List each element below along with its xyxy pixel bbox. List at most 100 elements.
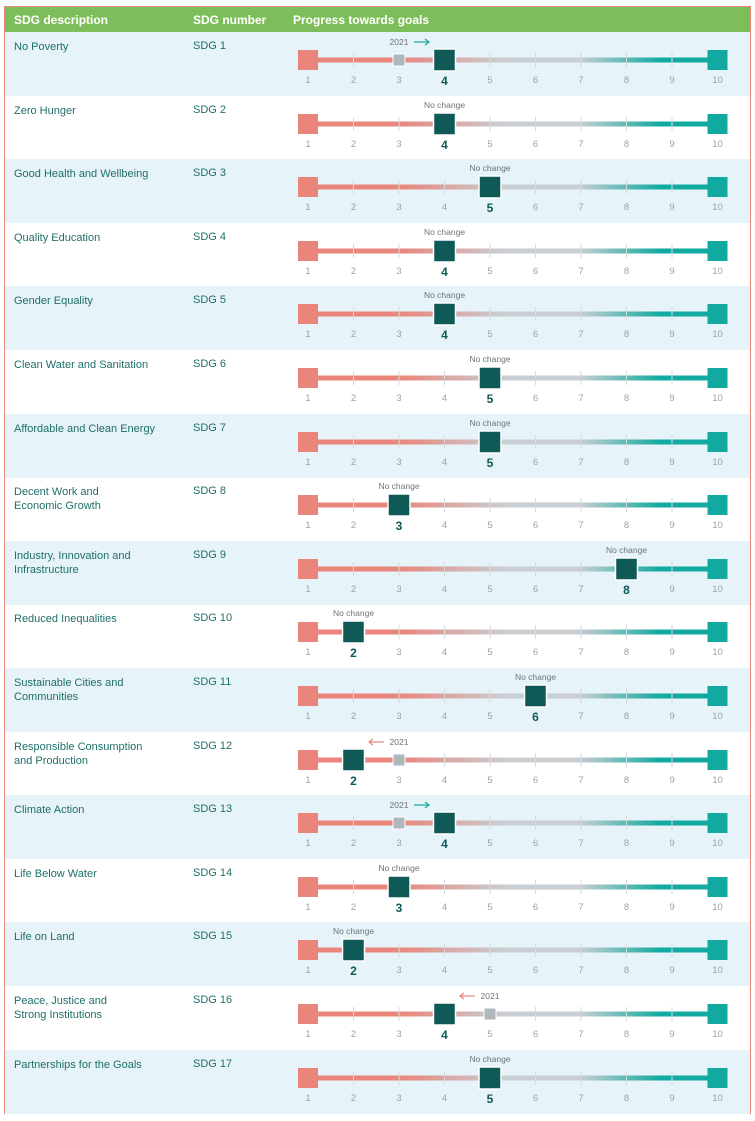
header-progress: Progress towards goals <box>293 13 430 27</box>
current-score-marker <box>341 747 366 772</box>
progress-track <box>308 121 718 127</box>
progress-scale: 2021 1 2 3 4 5 6 7 8 9 10 <box>298 991 728 1042</box>
scale-tick-label: 3 <box>396 965 401 976</box>
scale-end-cap <box>707 686 728 706</box>
previous-score-marker <box>392 816 406 830</box>
scale-tick-label: 8 <box>624 1029 629 1040</box>
scale-tick-label: 10 <box>712 775 723 786</box>
current-score-marker <box>432 48 457 72</box>
scale-tick-label: 8 <box>624 139 629 150</box>
scale-tick-label: 5 <box>487 520 492 531</box>
sdg-description: Quality Education <box>14 231 101 244</box>
progress-scale: No change 1 2 3 4 5 6 7 8 9 10 <box>298 354 728 406</box>
progress-track <box>308 502 718 508</box>
scale-tick-label: 6 <box>533 75 538 86</box>
scale-tick-label: 3 <box>396 457 401 468</box>
scale-tick-label: 3 <box>396 329 401 340</box>
scale-tick-label: 7 <box>578 75 583 86</box>
no-change-label: No change <box>333 608 374 618</box>
scale-tick-label: 6 <box>533 202 538 213</box>
sdg-description: Zero Hunger <box>14 104 76 117</box>
scale-tick-label: 7 <box>578 838 583 849</box>
scale-tick-label: 1 <box>305 965 310 976</box>
scale-tick-label: 10 <box>712 584 723 595</box>
sdg-number: SDG 3 <box>193 167 227 180</box>
sdg-row: Partnerships for the Goals SDG 17 No chang… <box>5 1049 750 1114</box>
scale-tick-label: 9 <box>669 139 674 150</box>
scale-tick-label: 3 <box>396 393 401 404</box>
scale-start-cap <box>298 113 318 134</box>
scale-tick-label: 5 <box>487 329 492 340</box>
scale-tick-label: 9 <box>669 457 674 468</box>
scale-tick-label: 2 <box>351 584 356 595</box>
scale-tick-label: 4 <box>442 711 447 722</box>
scale-tick-label: 8 <box>624 202 629 213</box>
scale-tick-label: 3 <box>396 266 401 277</box>
scale-end-cap <box>707 1067 728 1088</box>
sdg-number: SDG 13 <box>193 803 233 816</box>
progress-track <box>308 375 718 381</box>
scale-tick-label: 2 <box>351 1029 356 1040</box>
scale-tick-label: 8 <box>624 1093 629 1104</box>
scale-tick-label: 1 <box>305 584 310 595</box>
scale-end-cap <box>707 876 728 897</box>
sdg-number: SDG 14 <box>193 866 233 879</box>
sdg-row: Quality Education SDG 4 No change 1 2 3 4 5 6 7 8 9… <box>5 223 750 287</box>
no-change-label: No change <box>424 227 465 237</box>
no-change-label: No change <box>469 418 510 428</box>
scale-tick-label: 9 <box>669 965 674 976</box>
progress-scale: No change 1 2 3 4 5 6 7 8 9 10 <box>298 418 728 470</box>
progress-scale: No change 1 2 3 4 5 6 7 8 9 10 <box>298 672 728 724</box>
scale-end-cap <box>707 940 728 961</box>
scale-tick-label: 10 <box>712 393 723 404</box>
previous-year-label: 2021 <box>481 991 500 1001</box>
previous-year-label: 2021 <box>390 737 409 747</box>
scale-start-cap <box>298 813 318 834</box>
scale-end-cap <box>707 495 728 516</box>
current-score-marker <box>387 493 411 517</box>
current-score-marker <box>478 175 502 199</box>
sdg-number: SDG 1 <box>193 40 227 52</box>
scale-tick-label: 3 <box>396 1093 401 1104</box>
current-score-label: 8 <box>623 583 630 597</box>
scale-end-cap <box>707 304 728 325</box>
scale-tick-label: 7 <box>578 329 583 340</box>
scale-tick-label: 8 <box>624 393 629 404</box>
sdg-description: Sustainable Cities and Communities <box>14 677 124 703</box>
scale-tick-label: 7 <box>578 266 583 277</box>
progress-track <box>308 1011 718 1017</box>
scale-start-cap <box>298 368 318 388</box>
scale-tick-label: 5 <box>487 1029 492 1040</box>
scale-start-cap <box>298 1067 318 1088</box>
scale-tick-label: 7 <box>578 647 583 658</box>
current-score-label: 2 <box>350 646 357 660</box>
scale-start-cap <box>298 240 318 261</box>
scale-tick-label: 3 <box>396 711 401 722</box>
current-score-label: 2 <box>350 964 357 978</box>
current-score-label: 4 <box>441 138 448 152</box>
current-score-marker <box>478 366 502 390</box>
current-score-label: 4 <box>441 837 448 851</box>
arrow-head <box>368 738 374 746</box>
scale-start-cap <box>298 177 318 198</box>
scale-start-cap <box>298 50 318 70</box>
scale-tick-label: 5 <box>487 711 492 722</box>
scale-tick-label: 6 <box>533 139 538 150</box>
scale-tick-label: 6 <box>533 329 538 340</box>
sdg-row: Life on Land SDG 15 No change 1 2 3 4 5 6 7 8 9 10 <box>5 922 750 987</box>
sdg-number: SDG 7 <box>193 421 227 434</box>
scale-tick-label: 1 <box>305 1093 310 1104</box>
sdg-row: Good Health and Wellbeing SDG 3 No change 1… <box>5 159 750 224</box>
current-score-label: 5 <box>487 201 494 215</box>
current-score-marker <box>432 811 457 835</box>
scale-tick-label: 6 <box>533 965 538 976</box>
scale-tick-label: 4 <box>442 1093 447 1104</box>
sdg-number: SDG 17 <box>193 1057 233 1070</box>
scale-tick-label: 1 <box>305 202 310 213</box>
current-score-marker <box>432 1002 457 1026</box>
current-score-marker <box>387 875 411 899</box>
scale-tick-label: 2 <box>351 266 356 277</box>
scale-tick-label: 1 <box>305 75 310 86</box>
current-score-marker <box>432 302 457 327</box>
scale-tick-label: 9 <box>669 75 674 86</box>
